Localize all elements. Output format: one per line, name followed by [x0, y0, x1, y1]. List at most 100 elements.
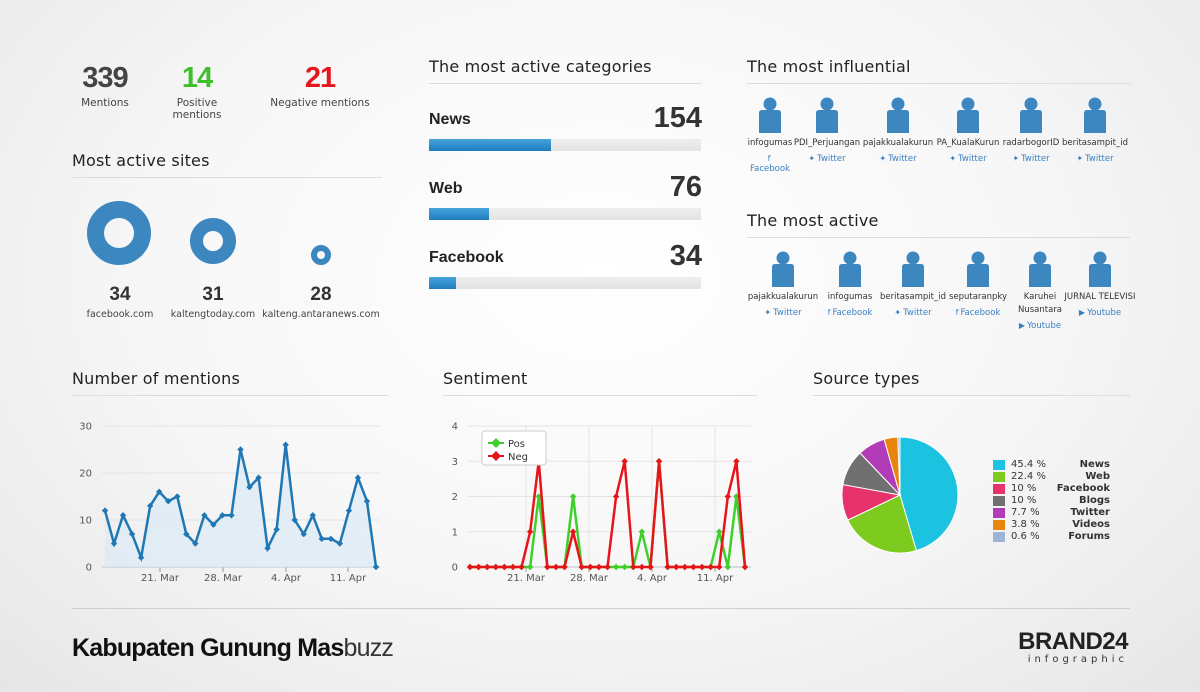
user-avatar-icon	[745, 251, 821, 291]
person-source-link[interactable]: ✦ Twitter	[993, 154, 1069, 164]
site-donut-kaltengtoday	[190, 218, 236, 264]
category-count: 34	[669, 240, 702, 272]
person-source-link[interactable]: f Facebook	[940, 308, 1016, 318]
data-point	[165, 498, 172, 505]
person-source-label: Facebook	[750, 164, 790, 174]
site-count: 34	[109, 284, 131, 305]
site-item[interactable]: 31 kaltengtoday.com	[153, 284, 273, 320]
legend-name: Twitter	[1070, 507, 1110, 518]
person-source-link[interactable]: ▶ Youtube	[1062, 308, 1138, 318]
category-name: Facebook	[429, 249, 504, 266]
legend-name: Videos	[1072, 519, 1110, 530]
person-card[interactable]: radarbogorID ✦ Twitter	[993, 97, 1069, 164]
person-card[interactable]: Karuhei Nusantara ▶ Youtube	[1002, 251, 1078, 331]
person-name: seputaranpky	[948, 292, 1008, 302]
person-source-link[interactable]: ✦ Twitter	[875, 308, 951, 318]
person-source-link[interactable]: ✦ Twitter	[1057, 154, 1133, 164]
data-point	[282, 441, 289, 448]
data-point	[526, 528, 534, 535]
person-source-link[interactable]: ✦ Twitter	[930, 154, 1006, 164]
data-point	[716, 528, 723, 535]
person-source-link[interactable]: ✦ Twitter	[789, 154, 865, 164]
data-point	[578, 563, 585, 571]
site-item[interactable]: 28 kalteng.antaranews.com	[261, 284, 381, 320]
data-point	[733, 458, 740, 465]
user-avatar-icon	[930, 97, 1006, 137]
data-point	[647, 563, 654, 571]
data-point	[741, 563, 749, 571]
data-point	[630, 563, 637, 571]
stat-value: 21	[304, 62, 336, 94]
data-point	[638, 563, 646, 571]
category-name: News	[429, 111, 471, 128]
person-card[interactable]: pajakkualakurun ✦ Twitter	[860, 97, 936, 164]
person-source-label: Facebook	[832, 308, 873, 318]
person-source-label: Twitter	[888, 154, 917, 164]
legend-swatch	[993, 484, 1005, 494]
data-point	[475, 563, 482, 571]
legend-percent: 10 %	[1011, 495, 1037, 506]
facebook-icon: f	[955, 308, 959, 317]
brand-name: BRAND24	[1018, 628, 1128, 655]
twitter-icon: ✦	[879, 154, 887, 163]
data-point	[501, 563, 508, 571]
person-card[interactable]: PDI_Perjuangan ✦ Twitter	[789, 97, 865, 164]
person-source-link[interactable]: f Facebook	[812, 308, 888, 318]
person-source-link[interactable]: ✦ Twitter	[745, 308, 821, 318]
person-card[interactable]: infogumas f Facebook	[732, 97, 808, 174]
person-source-label: Facebook	[960, 308, 1001, 318]
y-tick-label: 10	[79, 516, 92, 527]
footer-title-bold: Kabupaten Gunung Mas	[72, 634, 344, 662]
data-point	[372, 563, 380, 571]
legend-swatch-marker	[491, 451, 501, 461]
person-card[interactable]: PA_KualaKurun ✦ Twitter	[930, 97, 1006, 164]
legend-percent: 7.7 %	[1011, 507, 1040, 518]
stat-positive: 14 Positive mentions	[152, 62, 242, 121]
person-source-link[interactable]: ✦ Twitter	[860, 154, 936, 164]
person-card[interactable]: beritasampit_id ✦ Twitter	[875, 251, 951, 318]
twitter-icon: ✦	[1012, 154, 1020, 163]
data-point	[638, 528, 646, 535]
data-point	[569, 493, 577, 500]
user-avatar-icon	[993, 97, 1069, 137]
data-point	[621, 563, 628, 571]
data-point	[552, 563, 560, 571]
site-item[interactable]: 34 facebook.com	[60, 284, 180, 320]
section-title-categories: The most active categories	[429, 57, 652, 76]
person-card[interactable]: JURNAL TELEVISI ▶ Youtube	[1062, 251, 1138, 318]
legend-percent: 22.4 %	[1011, 471, 1046, 482]
divider	[72, 395, 388, 396]
site-count: 31	[202, 284, 224, 305]
user-avatar-icon	[940, 251, 1016, 291]
person-source-link[interactable]: f Facebook	[732, 154, 808, 174]
person-source-link[interactable]: ▶ Youtube	[1002, 321, 1078, 331]
brand-logo[interactable]: BRAND24 infographic	[1018, 628, 1128, 665]
section-title-source-types: Source types	[813, 369, 920, 388]
person-source-label: Twitter	[817, 154, 846, 164]
x-tick-label: 4. Apr	[637, 573, 668, 584]
person-name: PDI_Perjuangan	[793, 138, 861, 148]
legend-name: News	[1079, 459, 1110, 470]
category-bar-fill	[429, 277, 457, 289]
x-tick-label: 21. Mar	[507, 573, 546, 584]
stat-value: 14	[181, 62, 213, 94]
data-point	[509, 563, 517, 571]
person-card[interactable]: pajakkualakurun ✦ Twitter	[745, 251, 821, 318]
data-point	[492, 563, 499, 571]
legend-swatch	[993, 460, 1005, 470]
person-card[interactable]: infogumas f Facebook	[812, 251, 888, 318]
person-name: radarbogorID	[1002, 138, 1060, 148]
person-source-label: Youtube	[1027, 321, 1062, 331]
data-point	[733, 493, 740, 500]
person-card[interactable]: seputaranpky f Facebook	[940, 251, 1016, 318]
data-point	[110, 540, 118, 547]
data-point	[336, 540, 344, 547]
footer-title-light: buzz	[343, 634, 394, 662]
x-tick-label: 11. Apr	[330, 573, 367, 584]
section-title-sites: Most active sites	[72, 151, 210, 170]
category-name: Web	[429, 180, 463, 197]
person-card[interactable]: beritasampit_id ✦ Twitter	[1057, 97, 1133, 164]
legend-swatch	[993, 508, 1005, 518]
data-point	[595, 563, 603, 571]
legend-percent: 3.8 %	[1011, 519, 1040, 530]
